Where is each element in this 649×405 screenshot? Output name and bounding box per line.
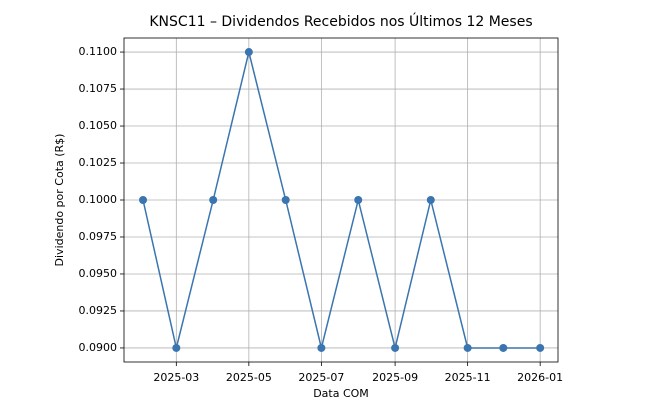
x-tick-label: 2025-05 [226, 371, 272, 384]
y-tick-label: 0.0900 [79, 341, 118, 354]
point [499, 343, 508, 352]
point [209, 196, 218, 204]
y-tick-label: 0.1000 [79, 193, 118, 206]
y-tick-label: 0.1025 [79, 156, 118, 169]
y-tick-label: 0.1100 [79, 45, 118, 58]
chart-title: KNSC11 – Dividendos Recebidos nos Último… [149, 12, 532, 30]
point [426, 196, 435, 204]
point [281, 196, 290, 204]
y-tick-label: 0.0975 [79, 230, 118, 243]
point [354, 196, 363, 204]
point [172, 343, 181, 352]
x-tick-label: 2026-01 [517, 371, 563, 384]
point [317, 343, 326, 352]
x-tick-label: 2025-03 [153, 371, 199, 384]
point [536, 343, 545, 352]
x-axis-label: Data COM [313, 387, 369, 400]
plot-frame [123, 37, 559, 363]
y-tick-label: 0.0950 [79, 267, 118, 280]
y-tick-label: 0.1075 [79, 82, 118, 95]
point [391, 343, 400, 352]
x-tick-label: 2025-09 [372, 371, 418, 384]
y-tick-label: 0.0925 [79, 304, 118, 317]
y-axis-label: Dividendo por Cota (R$) [53, 134, 66, 267]
y-tick-label: 0.1050 [79, 119, 118, 132]
point [139, 196, 148, 204]
x-tick-label: 2025-11 [445, 371, 491, 384]
line [142, 51, 541, 349]
point [463, 343, 472, 352]
x-tick-label: 2025-07 [298, 371, 344, 384]
point [244, 48, 253, 57]
